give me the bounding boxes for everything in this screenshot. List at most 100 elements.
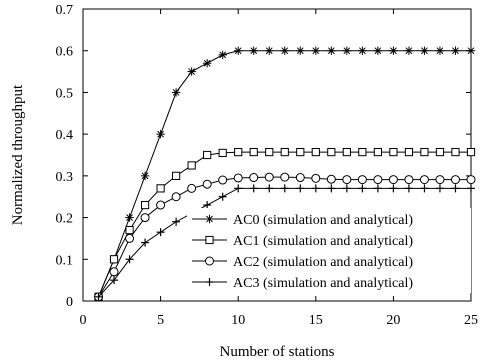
marker-star-d2 [203, 59, 211, 67]
data-point [125, 255, 134, 264]
marker-square [296, 147, 305, 157]
marker-circle [249, 173, 259, 183]
marker-circle [218, 175, 228, 185]
data-point [296, 147, 305, 157]
data-point [311, 184, 320, 193]
data-point [342, 147, 351, 157]
y-axis-label: Normalized throughput [10, 84, 26, 225]
x-tick-label: 15 [309, 313, 323, 328]
data-point [140, 171, 150, 181]
marker-circle [419, 175, 429, 185]
data-point [249, 184, 258, 193]
marker-square [218, 148, 227, 158]
data-point [311, 173, 321, 183]
axes-layer: 0 0.1 0.2 0.3 0.4 0.5 0.6 0.7 0 5 10 15 20 25 [56, 3, 479, 328]
marker-star-d2 [467, 47, 475, 55]
data-point [342, 184, 351, 193]
legend-item-2: AC2 (simulation and analytical) [192, 255, 413, 270]
x-tick-label: 5 [157, 313, 164, 328]
marker-square [280, 147, 289, 157]
marker-square [435, 147, 445, 157]
marker-square [249, 147, 258, 157]
data-point [358, 184, 367, 193]
data-point [203, 150, 212, 160]
data-point [435, 175, 445, 185]
marker-square [187, 161, 196, 170]
marker-star-d2 [157, 130, 164, 138]
marker-circle [311, 173, 321, 183]
marker-star-d2 [436, 47, 444, 55]
data-point [125, 225, 134, 235]
data-point [233, 173, 243, 183]
data-point [249, 46, 258, 55]
marker-circle [202, 179, 212, 189]
data-point [280, 172, 290, 182]
data-point [187, 67, 196, 76]
marker-star-d2 [265, 47, 273, 55]
data-point [218, 175, 228, 185]
data-point [265, 46, 274, 55]
y-tick-label: 0.1 [56, 253, 74, 268]
data-point [466, 46, 476, 55]
data-point [327, 184, 336, 193]
data-point [264, 172, 274, 182]
data-point [172, 171, 181, 180]
data-point [203, 201, 212, 210]
marker-circle [156, 200, 166, 210]
y-tick-label: 0.5 [56, 86, 74, 101]
marker-square [172, 171, 181, 180]
y-tick-label: 0.4 [56, 128, 74, 143]
marker-star-d2 [126, 214, 133, 221]
marker-square [389, 147, 398, 157]
series-3 [94, 184, 475, 301]
data-point [141, 238, 150, 247]
data-point [326, 174, 336, 184]
data-point [110, 276, 119, 285]
legend-marker [205, 278, 214, 286]
data-point [451, 46, 460, 55]
data-point [404, 46, 414, 55]
data-point [296, 46, 305, 55]
data-point [342, 46, 352, 55]
data-point [171, 192, 181, 202]
data-point [140, 200, 150, 210]
data-point [280, 184, 289, 193]
marker-square [451, 147, 460, 157]
y-tick-label: 0.3 [56, 170, 74, 185]
legend-item-0: AC0 (simulation and analytical) [192, 213, 413, 228]
data-point [202, 179, 212, 189]
data-point [311, 147, 320, 157]
marker-circle [404, 175, 414, 185]
data-point [249, 173, 259, 183]
legend-label: AC0 (simulation and analytical) [233, 213, 413, 228]
data-point [389, 147, 398, 157]
data-point [140, 213, 150, 223]
data-point [156, 200, 166, 210]
data-point [450, 175, 460, 185]
data-point [218, 50, 227, 60]
marker-square [125, 225, 134, 235]
x-tick-label: 25 [464, 313, 478, 328]
legend-marker [205, 214, 214, 224]
marker-square [203, 150, 212, 160]
y-tick-label: 0.2 [56, 212, 74, 227]
data-point [249, 147, 258, 157]
data-point [466, 147, 476, 157]
marker-circle [342, 175, 352, 185]
x-tick-label: 20 [386, 313, 400, 328]
marker-star-d2 [206, 215, 213, 223]
data-point [357, 175, 367, 185]
marker-star-d2 [421, 47, 428, 55]
series-layer [94, 46, 476, 302]
y-tick-label: 0 [66, 295, 73, 310]
legend-marker [205, 256, 214, 266]
data-point [373, 147, 382, 157]
data-point [388, 175, 398, 185]
marker-star-d2 [358, 47, 366, 55]
marker-circle [125, 233, 135, 243]
marker-circle [233, 173, 243, 183]
data-point [420, 184, 429, 193]
marker-star-d2 [250, 47, 258, 55]
legend-item-1: AC1 (simulation and analytical) [192, 234, 413, 249]
